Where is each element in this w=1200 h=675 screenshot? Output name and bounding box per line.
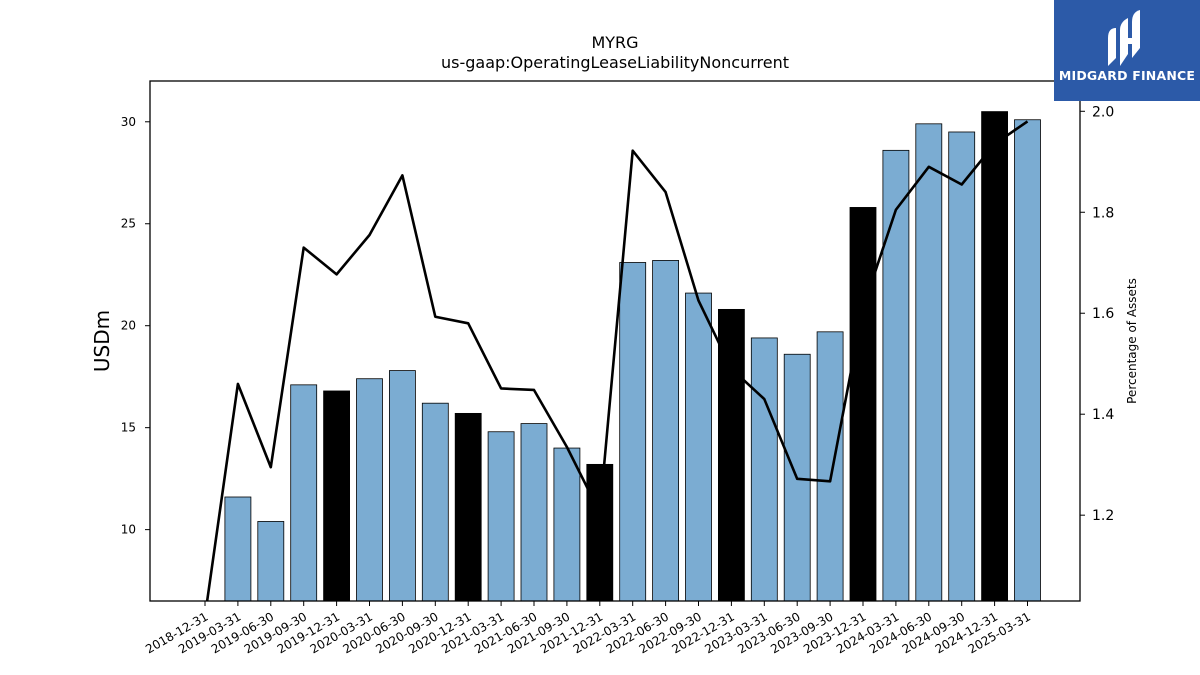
bar-2022-03-31	[619, 262, 647, 602]
chart-title: MYRG	[591, 33, 638, 52]
y2-tick-label: 1.8	[1092, 205, 1114, 221]
bar-2019-06-30	[257, 521, 285, 602]
bar-2020-03-31	[356, 378, 383, 602]
y-tick-label: 30	[121, 115, 136, 129]
line-group	[205, 120, 1029, 601]
bar-2022-06-30	[652, 260, 679, 602]
bar-2021-03-31	[487, 431, 515, 602]
logo-text: MIDGARD FINANCE	[1058, 68, 1196, 83]
bar-2021-12-31	[586, 463, 614, 602]
y-tick-label: 20	[121, 319, 136, 333]
bar-2022-12-31	[718, 308, 745, 602]
bar-2020-09-30	[421, 402, 449, 602]
bar-2023-03-31	[750, 337, 778, 602]
bar-2020-12-31	[454, 412, 482, 602]
left-axis-ticks: 10 15 20 25 30	[121, 115, 150, 537]
chart-subtitle: us-gaap:OperatingLeaseLiabilityNoncurren…	[441, 53, 789, 72]
y-tick-label: 10	[121, 523, 136, 537]
bars-group	[224, 111, 1041, 602]
bar-2021-06-30	[520, 423, 548, 602]
logo-mark-icon	[1108, 10, 1140, 66]
bar-2022-09-30	[685, 292, 712, 602]
bar-2019-12-31	[323, 390, 351, 602]
pct-assets-line	[205, 120, 1029, 601]
y2-tick-label: 1.4	[1092, 407, 1114, 423]
bar-2024-03-31	[882, 149, 910, 602]
y-tick-label: 25	[121, 217, 136, 231]
bar-2019-03-31	[224, 496, 252, 602]
bar-2024-09-30	[948, 131, 976, 602]
bar-2021-09-30	[553, 447, 581, 602]
y2-tick-label: 1.2	[1092, 508, 1114, 524]
right-axis-ticks: 1.2 1.4 1.6 1.8 2.0	[1080, 104, 1114, 524]
brand-logo: MIDGARD FINANCE	[1054, 0, 1200, 101]
y2-tick-label: 2.0	[1092, 104, 1114, 120]
bar-2024-06-30	[915, 123, 943, 602]
x-axis-ticks: 2018-12-312019-03-312019-06-302019-09-30…	[143, 601, 1033, 656]
bar-2023-09-30	[816, 331, 844, 602]
y2-tick-label: 1.6	[1092, 306, 1114, 322]
plot-frame	[149, 80, 1081, 602]
y-axis-label: USDm	[90, 310, 114, 372]
y2-axis-label: Percentage of Assets	[1125, 278, 1139, 404]
bar-2023-12-31	[849, 207, 877, 602]
bar-2020-06-30	[388, 370, 416, 602]
y-tick-label: 15	[121, 421, 136, 435]
bar-2024-12-31	[981, 111, 1008, 602]
bar-2025-03-31	[1014, 119, 1041, 602]
bar-2019-09-30	[290, 384, 318, 602]
